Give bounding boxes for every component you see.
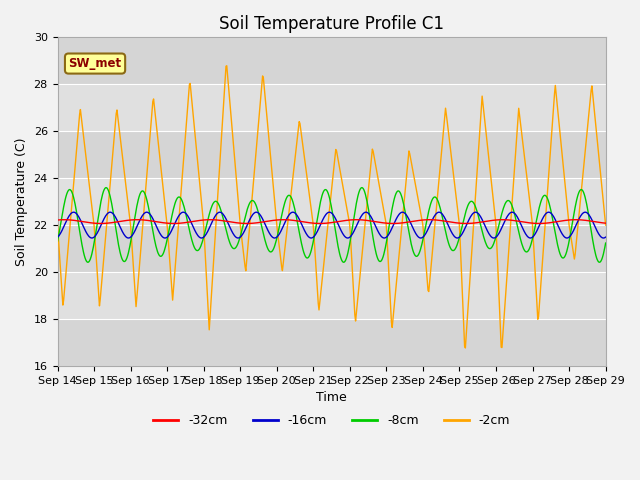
Bar xyxy=(58,319,605,366)
X-axis label: Time: Time xyxy=(316,391,347,404)
Bar xyxy=(58,37,605,84)
Bar xyxy=(58,225,605,272)
Text: SW_met: SW_met xyxy=(68,57,122,70)
Title: Soil Temperature Profile C1: Soil Temperature Profile C1 xyxy=(219,15,444,33)
Y-axis label: Soil Temperature (C): Soil Temperature (C) xyxy=(15,137,28,266)
Legend: -32cm, -16cm, -8cm, -2cm: -32cm, -16cm, -8cm, -2cm xyxy=(148,409,515,432)
Bar xyxy=(58,131,605,178)
